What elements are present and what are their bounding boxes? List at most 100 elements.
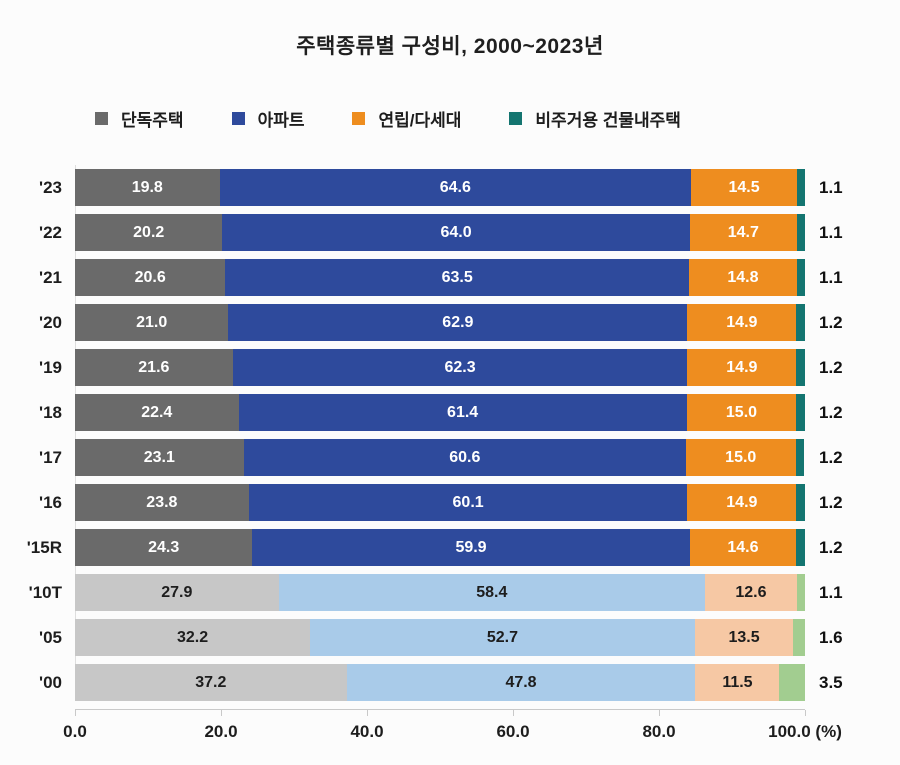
row-label: '15R	[26, 537, 62, 557]
segment-value-label: 14.9	[726, 358, 758, 376]
bar-track: 20.6 63.5 14.8	[75, 259, 805, 296]
segment-value-label: 37.2	[195, 673, 227, 691]
segment-value-label: 15.0	[725, 448, 757, 466]
bar-segment	[796, 529, 805, 566]
segment-value-label: 14.5	[728, 178, 760, 196]
bar-segment: 60.1	[248, 484, 688, 521]
legend-label: 아파트	[257, 111, 305, 130]
segment-value-outside: 1.2	[819, 537, 843, 557]
bar-segment: 37.2	[75, 664, 347, 701]
segment-value-label: 14.8	[727, 268, 759, 286]
bar-track: 23.8 60.1 14.9	[75, 484, 805, 521]
legend-color-swatch	[231, 112, 245, 125]
bar-row: '21 20.6 63.5 14.8 1.1	[0, 259, 900, 296]
segment-value-label: 14.6	[727, 538, 759, 556]
segment-value-label: 13.5	[728, 628, 760, 646]
bar-segment: 14.8	[688, 259, 797, 296]
x-axis: 0.0 20.0 40.0 60.0 80.0 100.0 (%)	[63, 709, 842, 749]
bar-segment: 14.5	[691, 169, 797, 206]
legend-color-swatch	[509, 112, 523, 125]
bar-segment: 14.7	[689, 214, 797, 251]
row-label: '21	[39, 267, 62, 287]
legend-item: 연립/다세대	[352, 106, 461, 131]
bar-segment	[796, 214, 805, 251]
bar-segment: 14.9	[687, 484, 797, 521]
bar-row: '16 23.8 60.1 14.9 1.2	[0, 484, 900, 521]
bar-row: '23 19.8 64.6 14.5 1.1	[0, 169, 900, 206]
bar-segment: 59.9	[252, 529, 690, 566]
legend: 단독주택 아파트 연립/다세대 비주거용 건물내주택	[95, 106, 900, 131]
bar-segment: 20.2	[75, 214, 223, 251]
segment-value-outside: 1.1	[819, 177, 843, 197]
bar-track: 24.3 59.9 14.6	[75, 529, 805, 566]
segment-value-label: 11.5	[722, 673, 753, 691]
bar-segment: 61.4	[238, 394, 687, 431]
bar-segment: 15.0	[686, 394, 797, 431]
bar-row: '17 23.1 60.6 15.0 1.2	[0, 439, 900, 476]
legend-item: 비주거용 건물내주택	[509, 106, 681, 131]
segment-value-label: 22.4	[141, 403, 173, 421]
bar-segment: 23.1	[75, 439, 244, 476]
bar-segment: 23.8	[75, 484, 249, 521]
segment-value-label: 12.6	[735, 583, 767, 601]
segment-value-label: 64.0	[440, 223, 472, 241]
bar-segment: 19.8	[75, 169, 220, 206]
bar-segment: 52.7	[310, 619, 695, 656]
segment-value-label: 60.6	[449, 448, 481, 466]
bar-track: 21.6 62.3 14.9	[75, 349, 805, 386]
segment-value-label: 63.5	[441, 268, 473, 286]
segment-value-label: 52.7	[486, 628, 518, 646]
bar-segment	[779, 664, 805, 701]
bar-row: '10T 27.9 58.4 12.6 1.1	[0, 574, 900, 611]
bar-row: '19 21.6 62.3 14.9 1.2	[0, 349, 900, 386]
bar-segment: 60.6	[243, 439, 686, 476]
segment-value-label: 15.0	[725, 403, 758, 421]
y-axis-line	[75, 165, 76, 701]
segment-value-outside: 1.1	[819, 222, 843, 242]
bar-segment: 64.0	[222, 214, 690, 251]
segment-value-outside: 1.2	[819, 312, 843, 332]
row-label: '17	[39, 447, 62, 467]
bar-row: '00 37.2 47.8 11.5 3.5	[0, 664, 900, 701]
bar-segment: 14.9	[687, 349, 797, 386]
bar-segment	[793, 619, 805, 656]
segment-value-label: 64.6	[439, 178, 471, 196]
legend-color-swatch	[352, 112, 366, 125]
segment-value-label: 27.9	[161, 583, 193, 601]
segment-value-label: 58.4	[476, 583, 508, 601]
bar-track: 27.9 58.4 12.6	[75, 574, 805, 611]
bar-track: 20.2 64.0 14.7	[75, 214, 805, 251]
x-axis-tick	[805, 710, 806, 716]
row-label: '19	[39, 357, 62, 377]
bar-row: '05 32.2 52.7 13.5 1.6	[0, 619, 900, 656]
bar-segment: 32.2	[75, 619, 311, 656]
segment-value-outside: 1.2	[819, 492, 843, 512]
segment-value-label: 24.3	[148, 538, 180, 556]
bar-segment: 62.3	[232, 349, 688, 386]
bar-segment	[795, 439, 805, 476]
bar-row: '20 21.0 62.9 14.9 1.2	[0, 304, 900, 341]
bar-row: '18 22.4 61.4 15.0 1.2	[0, 394, 900, 431]
segment-value-label: 60.1	[452, 493, 484, 511]
bar-segment	[796, 394, 805, 431]
legend-item: 아파트	[231, 106, 305, 131]
row-label: '23	[39, 177, 62, 197]
segment-value-outside: 1.6	[819, 627, 843, 647]
bar-track: 19.8 64.6 14.5	[75, 169, 805, 206]
bar-segment	[796, 574, 805, 611]
bar-segment: 11.5	[695, 664, 780, 701]
segment-value-label: 59.9	[455, 538, 487, 556]
row-label: '20	[39, 312, 62, 332]
segment-value-outside: 1.2	[819, 447, 843, 467]
legend-item: 단독주택	[95, 106, 184, 131]
bar-segment: 14.9	[687, 304, 797, 341]
segment-value-label: 32.2	[176, 628, 209, 646]
bar-segment	[796, 304, 805, 341]
segment-value-label: 14.9	[726, 313, 758, 331]
legend-label: 단독주택	[121, 111, 184, 130]
bar-segment: 24.3	[75, 529, 253, 566]
bar-segment: 63.5	[225, 259, 689, 296]
bar-track: 32.2 52.7 13.5	[75, 619, 805, 656]
bar-segment: 20.6	[75, 259, 226, 296]
bar-segment: 21.6	[75, 349, 233, 386]
